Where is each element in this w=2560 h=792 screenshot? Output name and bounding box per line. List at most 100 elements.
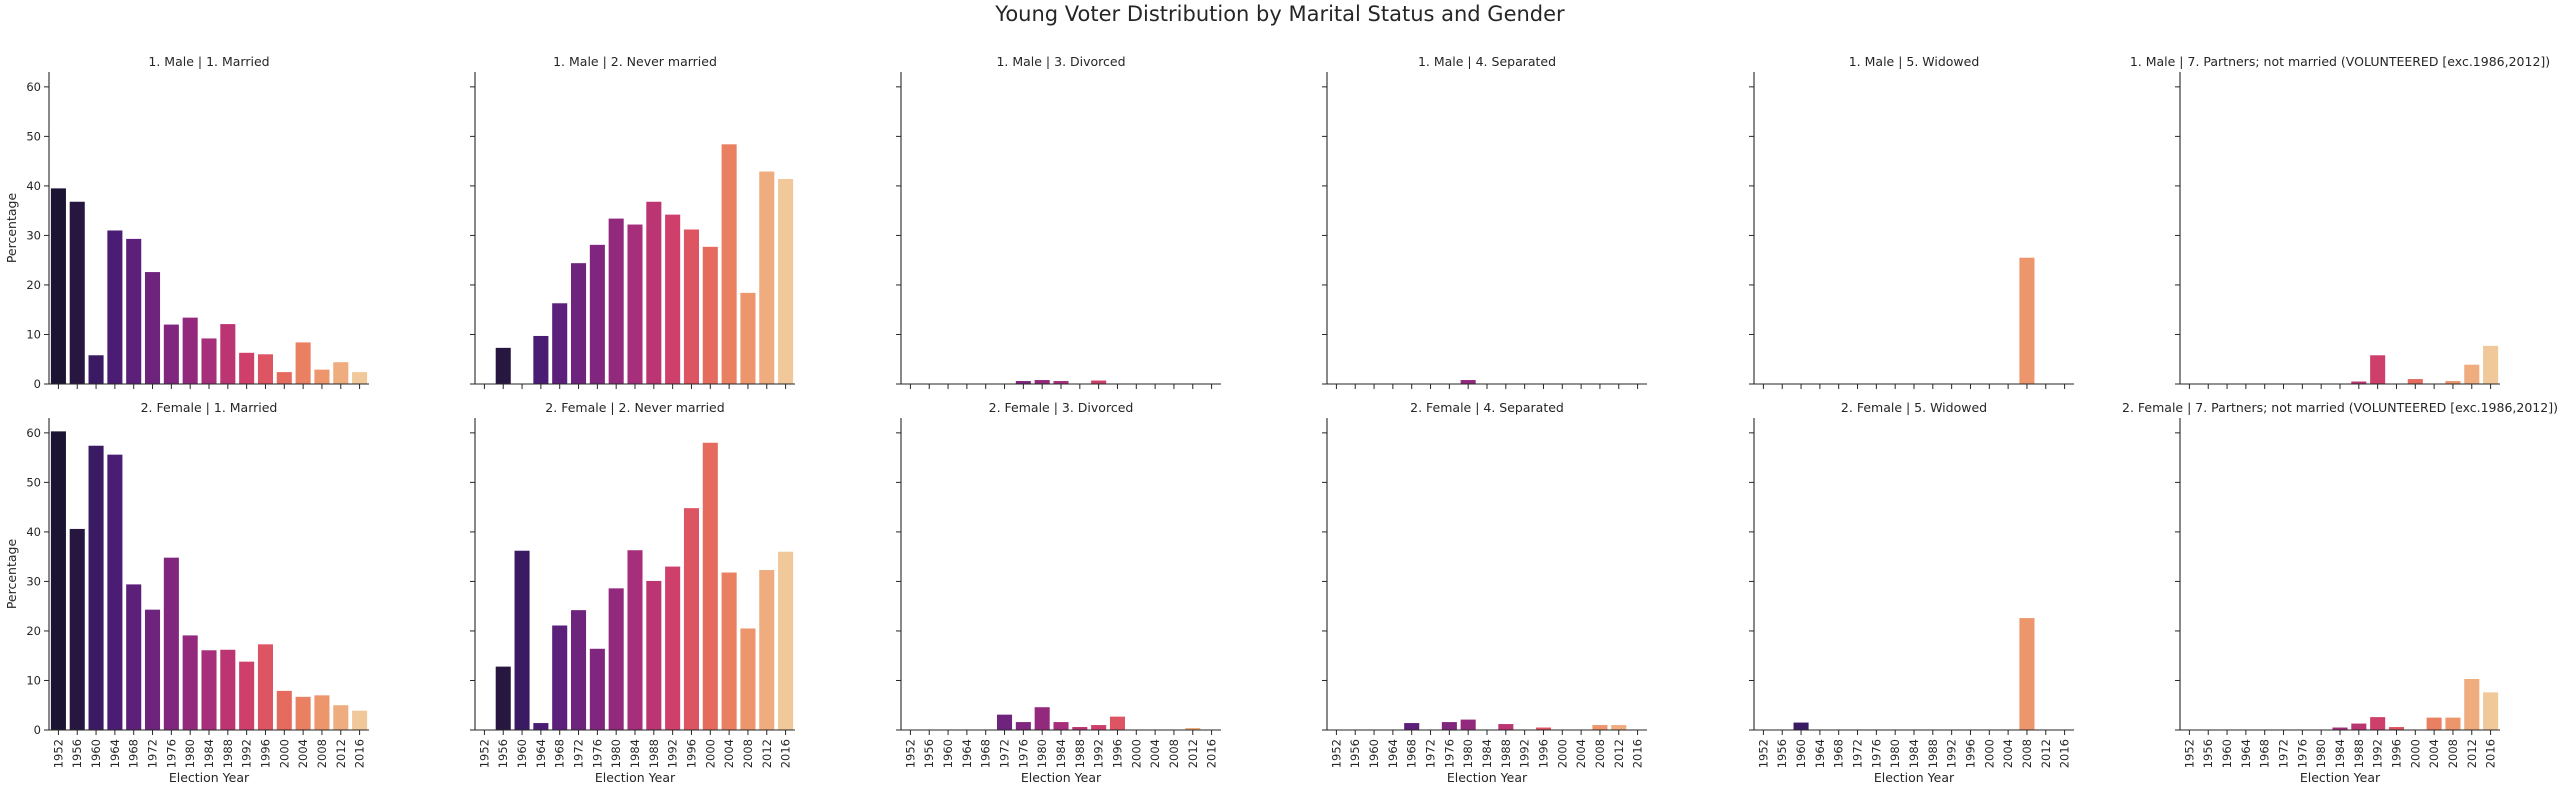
x-tick-label: 1988 <box>1926 739 1940 768</box>
x-tick-label: 1964 <box>108 739 122 768</box>
bar <box>589 648 605 730</box>
bar <box>352 372 368 384</box>
x-tick-label: 2008 <box>1167 739 1181 768</box>
x-tick-label: 1952 <box>51 739 65 768</box>
panel-title: 1. Male | 7. Partners; not married (VOLU… <box>2130 54 2550 69</box>
x-tick-label: 1964 <box>534 739 548 768</box>
y-tick-label: 30 <box>26 574 41 588</box>
bar <box>314 369 330 384</box>
x-tick-label: 1972 <box>1424 739 1438 768</box>
x-tick-label: 2004 <box>296 739 310 768</box>
bar <box>1611 725 1627 730</box>
bar <box>69 528 85 730</box>
panel: 2. Female | 4. Separated 1952 1956 1960 1964… <box>1322 400 1647 785</box>
x-tick-label: 1976 <box>1442 739 1456 768</box>
bar <box>702 246 718 384</box>
x-tick-label: 1976 <box>2295 739 2309 768</box>
x-tick-label: 1980 <box>183 739 197 768</box>
bar <box>2464 678 2480 730</box>
y-tick-label: 30 <box>26 228 41 242</box>
x-tick-label: 2012 <box>1186 739 1200 768</box>
bar <box>2407 379 2423 384</box>
panel-title: 2. Female | 1. Married <box>141 400 278 415</box>
x-tick-label: 2004 <box>722 739 736 768</box>
x-tick-label: 1968 <box>2258 739 2272 768</box>
bar <box>333 362 349 384</box>
x-tick-label: 1996 <box>1963 739 1977 768</box>
bar <box>182 635 198 730</box>
bar <box>182 317 198 384</box>
x-tick-label: 1980 <box>2314 739 2328 768</box>
x-tick-label: 1988 <box>1073 739 1087 768</box>
bar <box>88 355 104 384</box>
x-tick-label: 1960 <box>2220 739 2234 768</box>
y-tick-label: 0 <box>34 723 41 737</box>
bar <box>220 649 236 730</box>
panel-title: 2. Female | 7. Partners; not married (VO… <box>2122 400 2558 415</box>
x-tick-label: 1980 <box>609 739 623 768</box>
x-tick-label: 2012 <box>334 739 348 768</box>
x-tick-label: 2004 <box>2427 739 2441 768</box>
x-tick-label: 1984 <box>628 739 642 768</box>
x-tick-label: 2000 <box>277 739 291 768</box>
bar <box>126 584 142 730</box>
x-axis-label: Election Year <box>1021 770 1102 785</box>
bar <box>759 570 775 730</box>
x-tick-label: 1956 <box>2201 739 2215 768</box>
bar <box>1404 723 1420 730</box>
x-tick-label: 1996 <box>1536 739 1550 768</box>
x-tick-label: 1984 <box>1054 739 1068 768</box>
x-tick-label: 2000 <box>1555 739 1569 768</box>
bar <box>1793 722 1809 730</box>
panel: 1. Male | 3. Divorced <box>896 54 1221 389</box>
x-tick-label: 1976 <box>1016 739 1030 768</box>
x-tick-label: 1980 <box>1888 739 1902 768</box>
y-tick-label: 60 <box>26 80 41 94</box>
bar <box>2426 717 2442 730</box>
bar <box>1109 716 1125 730</box>
panel: 1. Male | 7. Partners; not married (VOLU… <box>2130 54 2550 389</box>
panel-title: 2. Female | 4. Separated <box>1410 400 1564 415</box>
panel-title: 2. Female | 2. Never married <box>545 400 724 415</box>
x-tick-label: 1972 <box>2277 739 2291 768</box>
x-tick-label: 1964 <box>1813 739 1827 768</box>
panel: 2. Female | 3. Divorced 1952 1956 1960 1964 1… <box>896 400 1221 785</box>
bar <box>514 550 530 730</box>
bar <box>107 230 123 384</box>
x-tick-label: 1996 <box>1110 739 1124 768</box>
bar <box>2483 692 2499 730</box>
bar <box>1034 707 1050 730</box>
bar <box>1015 381 1031 384</box>
bar <box>2445 381 2461 384</box>
bar <box>88 445 104 730</box>
x-tick-label: 1980 <box>1035 739 1049 768</box>
bar <box>352 710 368 730</box>
bar <box>201 338 217 384</box>
figure-title: Young Voter Distribution by Marital Stat… <box>995 2 1565 26</box>
x-axis-label: Election Year <box>169 770 250 785</box>
bar <box>721 572 737 730</box>
bar <box>1053 381 1069 384</box>
panel-title: 1. Male | 5. Widowed <box>1849 54 1980 69</box>
x-tick-label: 1956 <box>1348 739 1362 768</box>
x-tick-label: 1952 <box>2182 739 2196 768</box>
x-tick-label: 1964 <box>2239 739 2253 768</box>
bar <box>683 229 699 384</box>
x-axis-label: Election Year <box>2300 770 2381 785</box>
x-tick-label: 1992 <box>1945 739 1959 768</box>
x-tick-label: 1980 <box>1461 739 1475 768</box>
panel: 2. Female | 1. Married 0 10 20 30 40 50 60 1952 1… <box>4 400 369 785</box>
bar <box>1498 724 1514 730</box>
bar <box>201 650 217 730</box>
x-tick-label: 1976 <box>164 739 178 768</box>
bar <box>2388 727 2404 730</box>
x-tick-label: 1992 <box>1518 739 1532 768</box>
bar <box>571 610 587 730</box>
x-tick-label: 1952 <box>477 739 491 768</box>
x-tick-label: 1952 <box>903 739 917 768</box>
y-tick-label: 60 <box>26 426 41 440</box>
x-tick-label: 2000 <box>703 739 717 768</box>
bar <box>608 218 624 384</box>
bar <box>333 705 349 730</box>
y-tick-label: 40 <box>26 525 41 539</box>
